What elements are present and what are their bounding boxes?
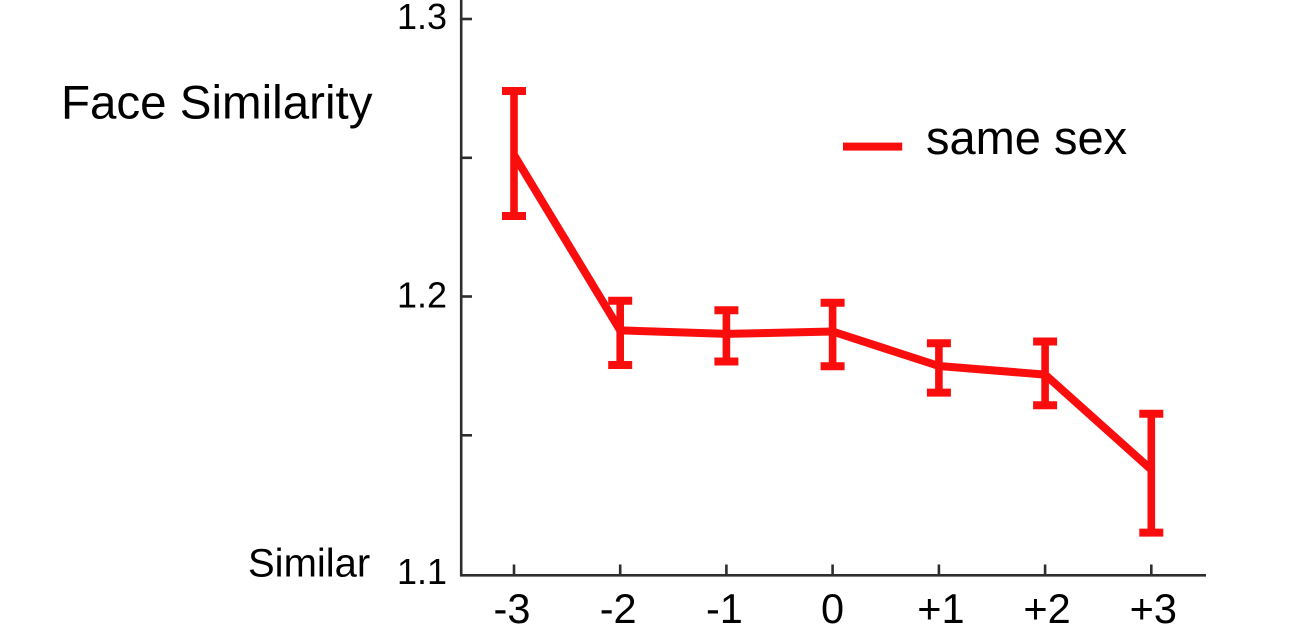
- svg-text:-3: -3: [494, 585, 531, 628]
- svg-text:1.2: 1.2: [397, 274, 447, 315]
- svg-text:1.3: 1.3: [397, 0, 447, 37]
- svg-text:+2: +2: [1023, 585, 1070, 628]
- svg-text:1.1: 1.1: [397, 551, 447, 592]
- svg-text:+3: +3: [1130, 585, 1177, 628]
- svg-text:-2: -2: [600, 585, 637, 628]
- svg-text:0: 0: [821, 585, 844, 628]
- svg-text:Face Similarity: Face Similarity: [61, 77, 373, 130]
- svg-text:Similar: Similar: [248, 541, 370, 585]
- svg-text:same sex: same sex: [926, 111, 1127, 164]
- svg-text:+1: +1: [917, 585, 964, 628]
- svg-text:-1: -1: [706, 585, 743, 628]
